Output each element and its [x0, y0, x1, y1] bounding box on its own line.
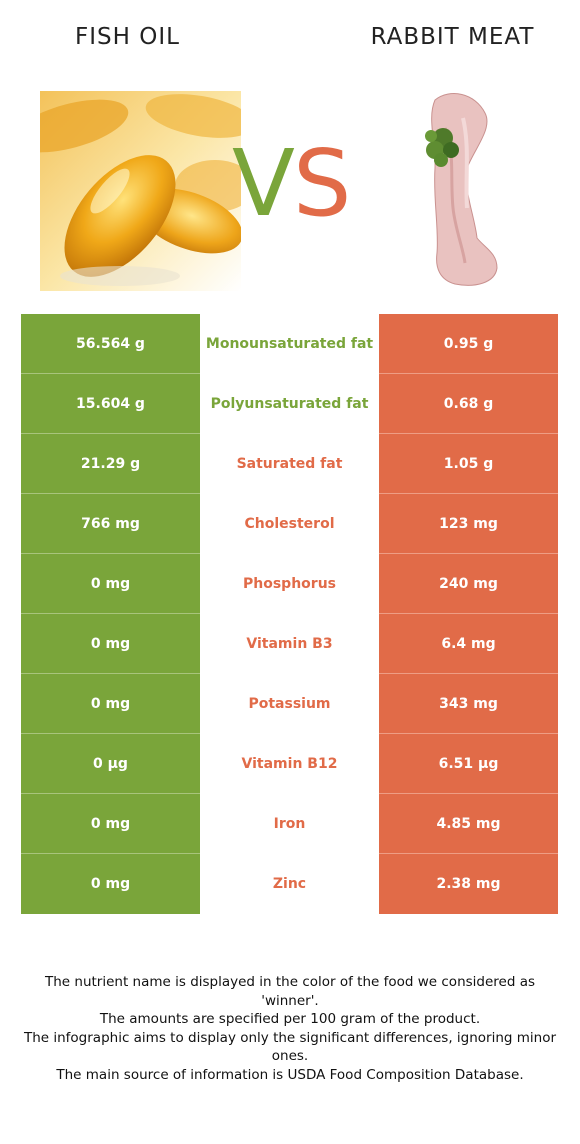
footer-line: The main source of information is USDA F…	[56, 1066, 524, 1083]
rabbit-meat-image	[405, 88, 520, 294]
left-value: 0 mg	[21, 554, 200, 614]
nutrient-name: Phosphorus	[200, 554, 379, 614]
nutrient-name: Zinc	[200, 854, 379, 914]
left-value: 0 mg	[21, 674, 200, 734]
table-row: 766 mg Cholesterol 123 mg	[21, 494, 558, 554]
nutrient-name: Saturated fat	[200, 434, 379, 494]
right-value: 343 mg	[379, 674, 558, 734]
footer-line: The amounts are specified per 100 gram o…	[99, 1011, 481, 1027]
table-row: 0 µg Vitamin B12 6.51 µg	[21, 734, 558, 794]
right-value: 6.4 mg	[379, 614, 558, 674]
nutrient-name: Monounsaturated fat	[200, 314, 379, 374]
right-value: 240 mg	[379, 554, 558, 614]
table-row: 0 mg Zinc 2.38 mg	[21, 854, 558, 914]
right-value: 0.68 g	[379, 374, 558, 434]
right-value: 123 mg	[379, 494, 558, 554]
table-row: 0 mg Potassium 343 mg	[21, 674, 558, 734]
nutrient-name: Potassium	[200, 674, 379, 734]
table-row: 0 mg Iron 4.85 mg	[21, 794, 558, 854]
right-value: 6.51 µg	[379, 734, 558, 794]
table-row: 0 mg Vitamin B3 6.4 mg	[21, 614, 558, 674]
right-value: 0.95 g	[379, 314, 558, 374]
table-row: 56.564 g Monounsaturated fat 0.95 g	[21, 314, 558, 374]
nutrient-name: Iron	[200, 794, 379, 854]
left-value: 21.29 g	[21, 434, 200, 494]
right-value: 4.85 mg	[379, 794, 558, 854]
right-value: 2.38 mg	[379, 854, 558, 914]
nutrient-name: Polyunsaturated fat	[200, 374, 379, 434]
left-value: 56.564 g	[21, 314, 200, 374]
footer-notes: The nutrient name is displayed in the co…	[16, 973, 564, 1084]
left-value: 0 mg	[21, 614, 200, 674]
vs-label: VS	[232, 130, 351, 237]
nutrient-name: Vitamin B12	[200, 734, 379, 794]
left-value: 0 mg	[21, 854, 200, 914]
left-value: 0 mg	[21, 794, 200, 854]
nutrient-name: Cholesterol	[200, 494, 379, 554]
comparison-table: 56.564 g Monounsaturated fat 0.95 g 15.604 …	[21, 314, 558, 914]
table-row: 0 mg Phosphorus 240 mg	[21, 554, 558, 614]
table-row: 21.29 g Saturated fat 1.05 g	[21, 434, 558, 494]
nutrient-name: Vitamin B3	[200, 614, 379, 674]
left-food-title: FISH OIL	[75, 24, 180, 50]
table-row: 15.604 g Polyunsaturated fat 0.68 g	[21, 374, 558, 434]
footer-line: The infographic aims to display only the…	[23, 1029, 557, 1065]
fish-oil-image	[40, 91, 241, 291]
left-value: 0 µg	[21, 734, 200, 794]
footer-line: The nutrient name is displayed in the co…	[44, 974, 536, 1009]
left-value: 766 mg	[21, 494, 200, 554]
left-value: 15.604 g	[21, 374, 200, 434]
right-value: 1.05 g	[379, 434, 558, 494]
right-food-title: RABBIT MEAT	[370, 24, 535, 50]
